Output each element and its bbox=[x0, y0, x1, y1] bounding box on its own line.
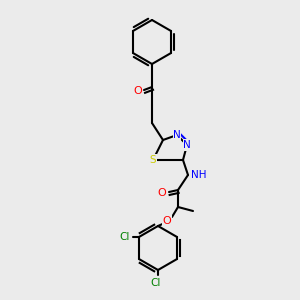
Text: O: O bbox=[163, 216, 171, 226]
Text: N: N bbox=[183, 140, 191, 150]
Text: S: S bbox=[150, 155, 156, 165]
Text: O: O bbox=[158, 188, 166, 198]
Text: NH: NH bbox=[191, 170, 206, 180]
Text: N: N bbox=[173, 130, 181, 140]
Text: Cl: Cl bbox=[120, 232, 130, 242]
Text: O: O bbox=[134, 86, 142, 96]
Text: Cl: Cl bbox=[151, 278, 161, 288]
